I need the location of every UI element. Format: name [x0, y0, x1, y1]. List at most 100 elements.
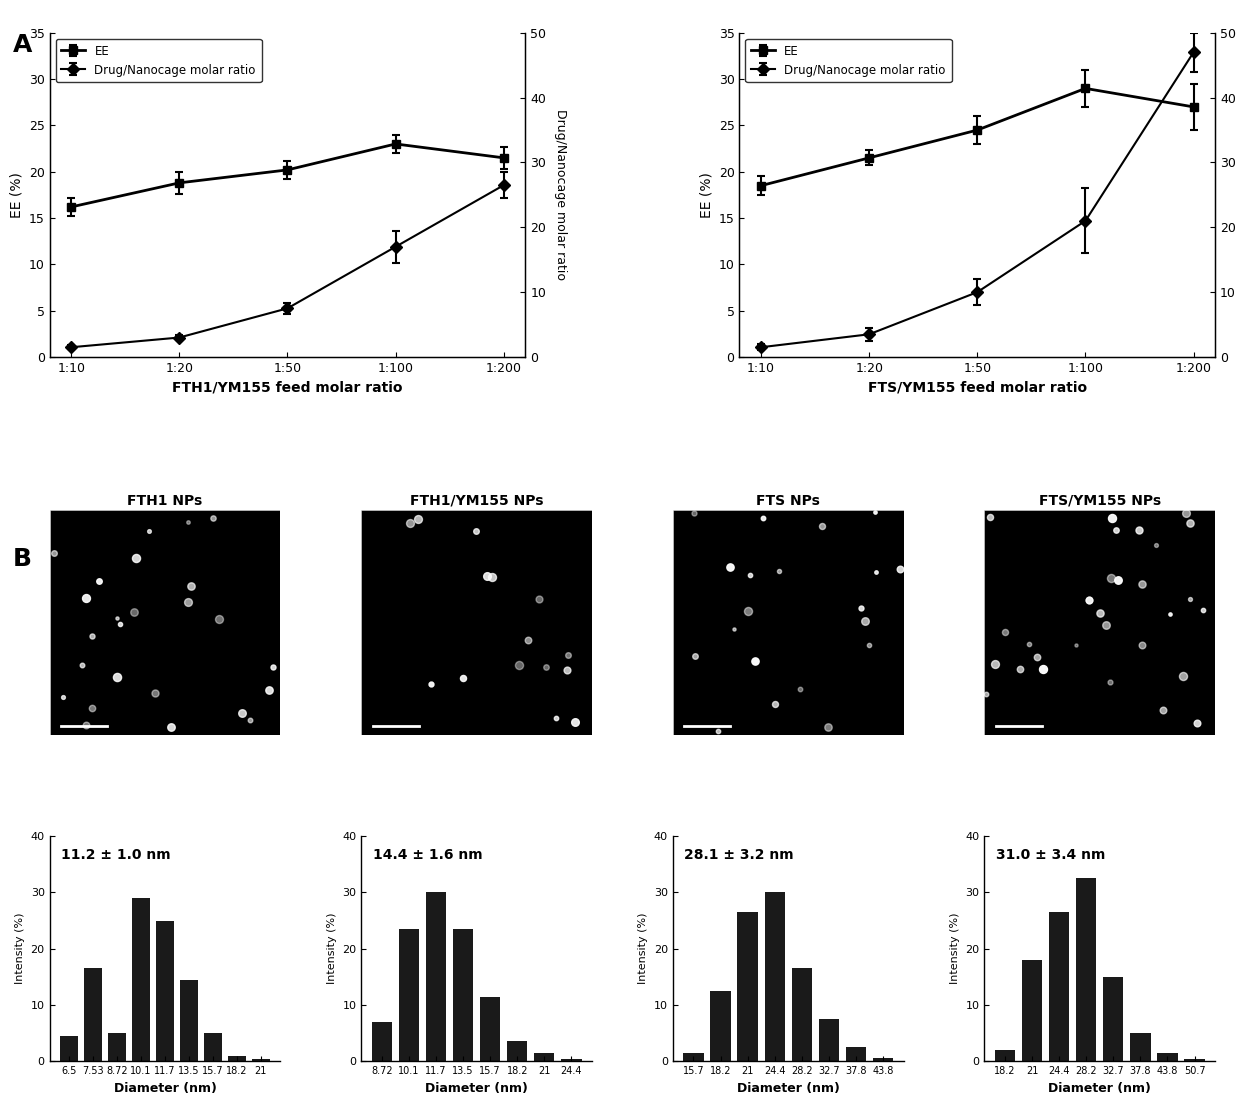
Point — [1034, 661, 1054, 678]
Point — [769, 562, 789, 580]
Point — [1180, 591, 1200, 608]
Point — [1102, 509, 1122, 526]
Point — [420, 675, 440, 693]
Point — [232, 705, 252, 722]
Point — [1107, 572, 1127, 590]
Bar — [994, 1050, 1016, 1061]
Point — [753, 510, 773, 527]
Point — [1019, 636, 1039, 653]
Point — [1128, 521, 1148, 538]
Point — [851, 600, 870, 617]
Point — [684, 648, 704, 665]
Point — [994, 624, 1014, 641]
Bar — [534, 1052, 554, 1061]
Y-axis label: Intensity (%): Intensity (%) — [326, 913, 336, 985]
Y-axis label: Intensity (%): Intensity (%) — [639, 913, 649, 985]
Title: FTH1/YM155 NPs: FTH1/YM155 NPs — [410, 493, 543, 508]
Legend: EE, Drug/Nanocage molar ratio: EE, Drug/Nanocage molar ratio — [56, 38, 262, 82]
Point — [1009, 660, 1029, 677]
Point — [812, 516, 832, 534]
Point — [1146, 536, 1166, 554]
Bar — [131, 898, 150, 1061]
Point — [82, 627, 102, 644]
Title: FTS NPs: FTS NPs — [756, 493, 820, 508]
Text: B: B — [12, 547, 31, 571]
Bar — [1184, 1059, 1205, 1061]
Bar — [683, 1052, 703, 1061]
Point — [399, 514, 419, 532]
Bar — [873, 1058, 893, 1061]
Point — [856, 612, 875, 629]
Point — [1180, 514, 1200, 532]
Point — [76, 590, 95, 607]
Point — [203, 509, 223, 526]
Bar — [1157, 1052, 1178, 1061]
Point — [482, 569, 502, 586]
Y-axis label: Intensity (%): Intensity (%) — [15, 913, 25, 985]
Point — [1106, 522, 1126, 539]
Bar — [1104, 977, 1123, 1061]
Point — [76, 715, 95, 733]
Point — [45, 545, 64, 562]
Bar — [372, 1022, 392, 1061]
Bar — [108, 1033, 126, 1061]
Point — [1066, 637, 1086, 654]
Point — [1090, 605, 1110, 622]
Y-axis label: EE (%): EE (%) — [10, 172, 24, 218]
Point — [980, 509, 999, 526]
Bar — [453, 929, 474, 1061]
Point — [107, 609, 126, 627]
X-axis label: FTS/YM155 feed molar ratio: FTS/YM155 feed molar ratio — [868, 381, 1087, 394]
Bar — [1049, 912, 1069, 1061]
Point — [558, 647, 578, 664]
Y-axis label: Intensity (%): Intensity (%) — [950, 913, 960, 985]
Bar — [425, 893, 446, 1061]
Point — [477, 567, 497, 584]
Bar — [203, 1033, 222, 1061]
Point — [53, 688, 73, 706]
Point — [1100, 673, 1120, 690]
Point — [454, 670, 474, 687]
Point — [547, 709, 567, 726]
Bar — [507, 1041, 527, 1061]
Point — [866, 503, 885, 521]
Bar — [846, 1047, 866, 1061]
Point — [1153, 701, 1173, 719]
Point — [508, 656, 528, 674]
Point — [208, 610, 228, 628]
Point — [720, 559, 740, 577]
Point — [1079, 592, 1099, 609]
Text: 11.2 ± 1.0 nm: 11.2 ± 1.0 nm — [61, 848, 171, 861]
Point — [107, 668, 126, 686]
X-axis label: FTH1/YM155 feed molar ratio: FTH1/YM155 feed molar ratio — [172, 381, 403, 394]
X-axis label: Diameter (nm): Diameter (nm) — [114, 1082, 217, 1094]
Y-axis label: Drug/Nanocage molar ratio: Drug/Nanocage molar ratio — [554, 109, 567, 280]
Point — [126, 549, 146, 567]
Point — [738, 603, 758, 620]
Point — [466, 523, 486, 540]
Point — [181, 578, 201, 595]
Bar — [1130, 1033, 1151, 1061]
Point — [790, 680, 810, 698]
Point — [1173, 667, 1193, 685]
Bar — [252, 1059, 270, 1061]
Point — [1132, 575, 1152, 593]
Bar — [84, 968, 102, 1061]
Point — [264, 657, 284, 675]
Point — [1027, 649, 1047, 666]
Bar — [562, 1059, 582, 1061]
Point — [1132, 636, 1152, 653]
Text: 14.4 ± 1.6 nm: 14.4 ± 1.6 nm — [373, 848, 482, 861]
Text: A: A — [12, 33, 32, 57]
Bar — [791, 968, 812, 1061]
Point — [537, 659, 557, 676]
Point — [145, 685, 165, 702]
Bar — [1076, 878, 1096, 1061]
Point — [740, 566, 760, 583]
Point — [124, 603, 144, 620]
Point — [1101, 569, 1121, 586]
Point — [745, 652, 765, 670]
Point — [986, 655, 1006, 673]
Bar — [60, 1036, 78, 1061]
Bar — [228, 1056, 246, 1061]
